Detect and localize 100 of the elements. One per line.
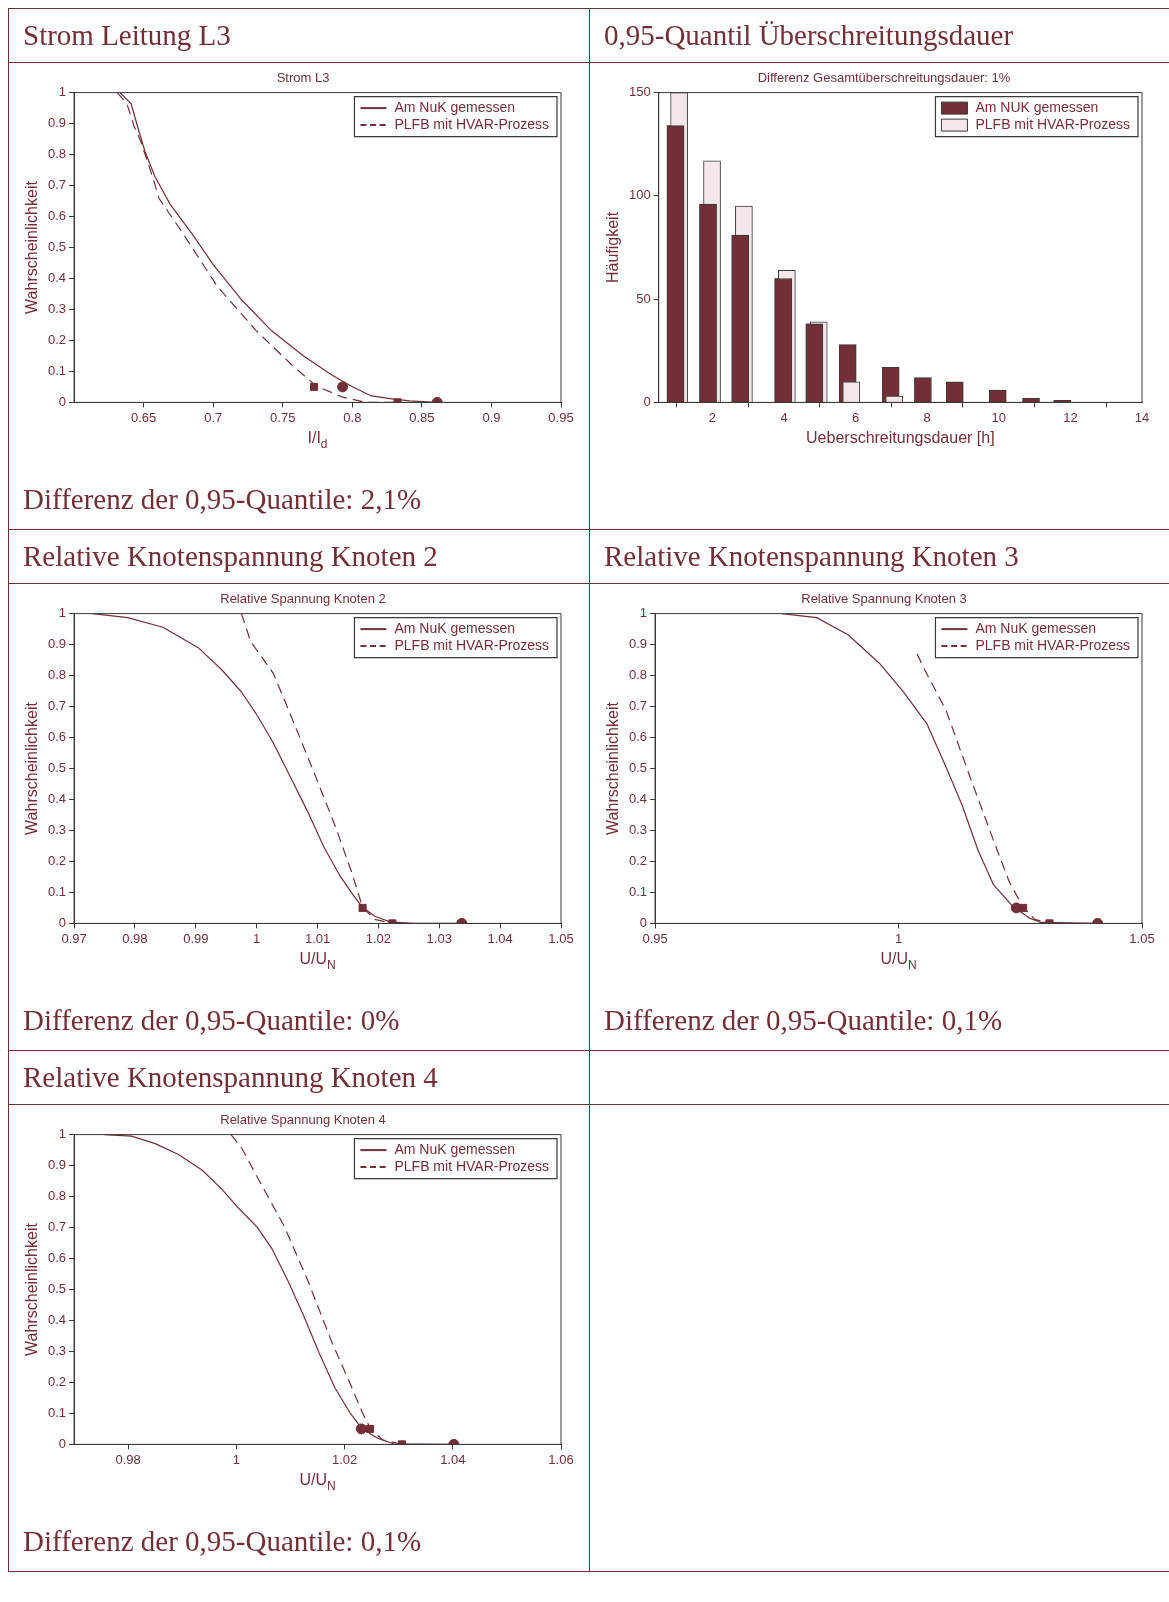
x-tick-label: 1.05 <box>1129 930 1155 946</box>
x-tick-label: 1.06 <box>548 1451 574 1467</box>
x-tick-label: 0.85 <box>409 409 435 425</box>
y-tick-label: 1 <box>58 1126 67 1142</box>
y-axis-title: Wahrscheinlichkeit <box>23 180 41 314</box>
y-tick-label: 100 <box>628 187 651 203</box>
legend-label: PLFB mit HVAR-Prozess <box>975 115 1130 132</box>
y-tick-label: 0.4 <box>47 270 67 286</box>
text: Differenz der 0,95-Quantile: 2,1% <box>22 482 423 516</box>
x-tick-label: 1.02 <box>365 930 392 946</box>
x-tick-label: 8 <box>923 409 931 425</box>
y-tick-label: 0 <box>58 393 67 409</box>
y-tick-label: 0.5 <box>47 239 67 255</box>
y-tick-label: 1 <box>58 84 67 100</box>
y-tick-label: 0.8 <box>47 1188 67 1204</box>
text: Differenz der 0,95-Quantile: 0,1% <box>22 1524 423 1558</box>
x-tick-label: 1.04 <box>440 1451 466 1467</box>
y-tick-label: 0.5 <box>47 760 67 776</box>
x-tick-label: 0.75 <box>270 409 296 425</box>
legend-label: PLFB mit HVAR-Prozess <box>394 1157 549 1174</box>
y-tick-label: 1 <box>58 605 67 621</box>
y-tick-label: 0.8 <box>628 667 648 683</box>
y-tick-label: 0.1 <box>47 1405 67 1420</box>
x-tick-label: 4 <box>780 409 788 425</box>
legend-label: Am NuK gemessen <box>975 619 1097 636</box>
y-tick-label: 0.6 <box>47 208 67 224</box>
legend-label: Am NuK gemessen <box>394 1140 516 1157</box>
y-axis-title: Wahrscheinlichkeit <box>604 701 622 835</box>
x-tick-label: 10 <box>991 409 1007 425</box>
legend-label: PLFB mit HVAR-Prozess <box>394 636 549 653</box>
x-tick-label: 12 <box>1063 409 1078 425</box>
legend-label: Am NUK gemessen <box>975 98 1099 115</box>
y-tick-label: 0.6 <box>47 729 67 745</box>
x-tick-label: 2 <box>708 409 717 425</box>
legend-label: Am NuK gemessen <box>394 98 516 115</box>
y-tick-label: 0.8 <box>47 146 67 162</box>
chart-title: 0,95-Quantil Überschreitungsdauer <box>590 9 1169 63</box>
y-tick-label: 50 <box>636 290 651 306</box>
legend-label: PLFB mit HVAR-Prozess <box>394 115 549 132</box>
y-tick-label: 0.9 <box>628 636 648 652</box>
y-tick-label: 0 <box>58 1435 67 1451</box>
x-tick-label: 1.03 <box>426 930 452 946</box>
text: Differenz der 0,95-Quantile: 0% <box>22 1003 401 1037</box>
x-tick-label: 0.8 <box>343 409 362 425</box>
x-tick-label: 1 <box>232 1451 240 1467</box>
y-tick-label: 0 <box>58 914 67 930</box>
y-tick-label: 0.8 <box>47 667 67 683</box>
y-tick-label: 0.7 <box>47 698 67 714</box>
y-tick-label: 1 <box>639 605 648 621</box>
y-tick-label: 0.7 <box>47 1219 67 1235</box>
y-tick-label: 0.9 <box>47 636 67 652</box>
y-tick-label: 0.9 <box>47 1157 67 1173</box>
legend-label: Am NuK gemessen <box>394 619 516 636</box>
y-tick-label: 0.1 <box>47 884 67 899</box>
chart-subtitle: Strom L3 <box>276 70 330 86</box>
chart-subtitle: Relative Spannung Knoten 3 <box>801 591 967 607</box>
y-tick-label: 0.6 <box>47 1250 67 1266</box>
text: Differenz der 0,95-Quantile: 0,1% <box>603 1003 1004 1037</box>
chart-title: Relative Knotenspannung Knoten 4 <box>9 1051 589 1105</box>
y-tick-label: 0.4 <box>47 791 67 807</box>
y-tick-label: 0.1 <box>628 884 648 899</box>
chart-subtitle: Relative Spannung Knoten 2 <box>220 591 386 607</box>
y-tick-label: 0.4 <box>47 1312 67 1328</box>
x-tick-label: 0.9 <box>482 409 501 425</box>
x-tick-label: 1 <box>894 930 903 946</box>
x-tick-label: 0.95 <box>642 930 668 946</box>
y-tick-label: 0.2 <box>47 1374 67 1390</box>
chart-title: Relative Knotenspannung Knoten 2 <box>9 530 589 584</box>
x-tick-label: 6 <box>851 409 860 425</box>
x-tick-label: 0.98 <box>115 1451 141 1467</box>
y-tick-label: 0.4 <box>628 791 648 807</box>
x-tick-label: 1.01 <box>304 930 331 946</box>
y-tick-label: 0 <box>639 914 648 930</box>
y-tick-label: 0.2 <box>47 332 67 348</box>
y-tick-label: 150 <box>628 84 651 100</box>
y-tick-label: 0 <box>643 393 651 409</box>
x-tick-label: 14 <box>1134 409 1150 425</box>
x-tick-label: 0.95 <box>548 409 574 425</box>
x-axis-title: Ueberschreitungsdauer [h] <box>806 428 995 446</box>
y-tick-label: 0.3 <box>47 822 67 838</box>
x-tick-label: 1.05 <box>548 930 574 946</box>
y-tick-label: 0.7 <box>628 698 648 714</box>
y-axis-title: Häufigkeit <box>604 211 622 284</box>
y-axis-title: Wahrscheinlichkeit <box>23 701 41 835</box>
x-tick-label: 0.99 <box>183 930 209 946</box>
y-tick-label: 0.6 <box>628 729 648 745</box>
chart-title: Relative Knotenspannung Knoten 3 <box>590 530 1169 584</box>
y-tick-label: 0.5 <box>47 1281 67 1297</box>
y-tick-label: 0.9 <box>47 115 67 131</box>
y-tick-label: 0.3 <box>47 1343 67 1359</box>
x-tick-label: 0.97 <box>61 930 87 946</box>
y-tick-label: 0.5 <box>628 760 648 776</box>
x-tick-label: 0.65 <box>130 409 157 425</box>
x-tick-label: 0.7 <box>204 409 223 425</box>
y-tick-label: 0.3 <box>628 822 648 838</box>
chart-subtitle: Relative Spannung Knoten 4 <box>220 1112 386 1128</box>
x-tick-label: 0.98 <box>122 930 148 946</box>
chart-subtitle: Differenz Gesamtüberschreitungsdauer: 1% <box>757 70 1011 86</box>
chart-title: Strom Leitung L3 <box>9 9 589 63</box>
y-axis-title: Wahrscheinlichkeit <box>23 1222 41 1356</box>
